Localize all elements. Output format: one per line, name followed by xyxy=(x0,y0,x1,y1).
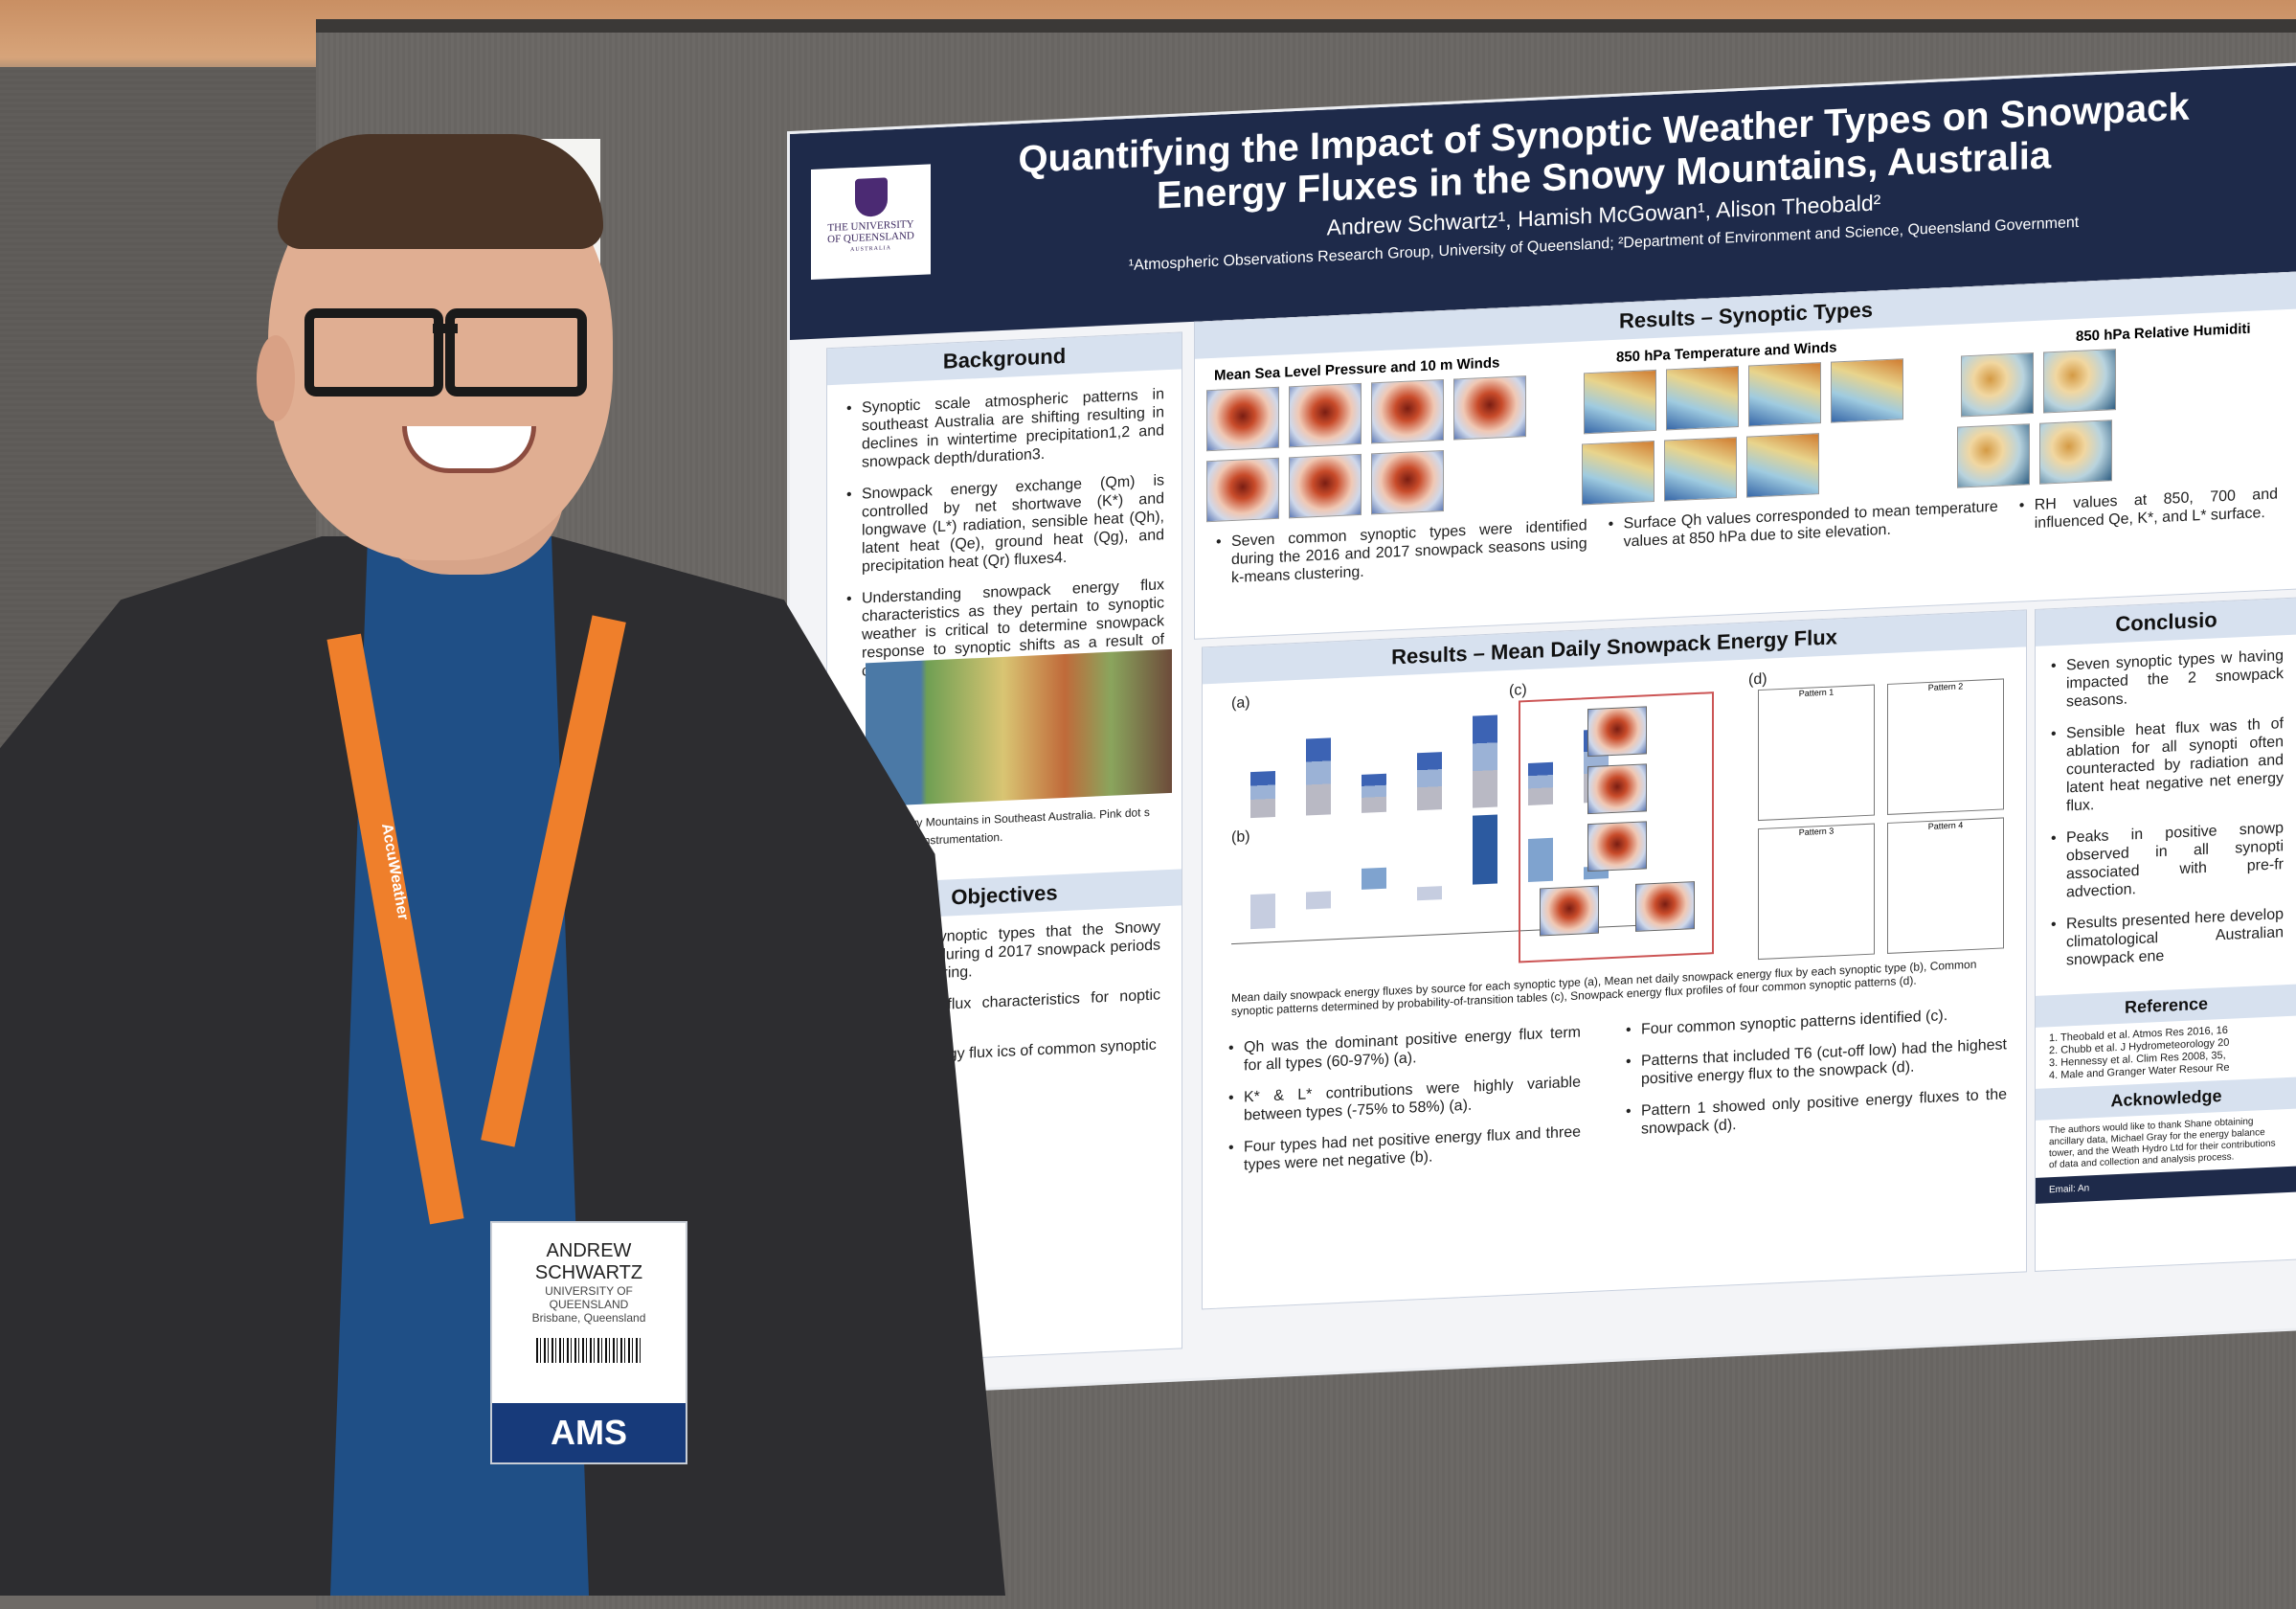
energy-bullet: Pattern 1 showed only positive energy fl… xyxy=(1624,1085,2007,1139)
badge-org-line: UNIVERSITY OF xyxy=(545,1284,633,1298)
background-bullet: Synoptic scale atmospheric patterns in s… xyxy=(844,385,1164,472)
mslp-map xyxy=(1289,453,1362,519)
synoptic-bullet: RH values at 850, 700 and influenced Qe,… xyxy=(2017,485,2278,551)
energy-bar xyxy=(1306,737,1331,816)
temperature-map xyxy=(1746,433,1819,498)
temperature-map xyxy=(1584,369,1656,435)
rh-map xyxy=(2043,349,2116,414)
energy-bullet: Four common synoptic patterns identified… xyxy=(1624,1004,2007,1039)
synoptic-bullet: Surface Qh values corresponded to mean t… xyxy=(1607,498,1998,571)
mslp-map xyxy=(1206,386,1279,452)
pattern-map xyxy=(1635,881,1695,932)
mslp-map xyxy=(1371,449,1444,515)
rh-map xyxy=(1961,352,2034,418)
figure-label-d: (d) xyxy=(1748,670,1767,689)
energy-left-bullets: Qh was the dominant positive energy flux… xyxy=(1227,1023,1581,1189)
badge-first-name: ANDREW xyxy=(546,1240,632,1261)
crest-icon xyxy=(854,177,888,217)
net-flux-bar xyxy=(1362,867,1386,890)
energy-flux-section: Results – Mean Daily Snowpack Energy Flu… xyxy=(1202,609,2027,1310)
energy-profile-chart: Pattern 3 xyxy=(1758,823,1875,961)
temperature-map xyxy=(1748,362,1821,427)
energy-bar xyxy=(1362,773,1386,813)
conclusion-bullet: Sensible heat flux was th of ablation fo… xyxy=(2049,714,2284,816)
conclusions-section: Conclusio Seven synoptic types w having … xyxy=(2035,597,2296,1272)
profile-title: Pattern 3 xyxy=(1798,826,1835,838)
pattern-map xyxy=(1540,885,1599,937)
conclusion-bullet: Seven synoptic types w having impacted t… xyxy=(2049,646,2284,712)
glasses-lens-right xyxy=(445,308,587,397)
badge-org-line: Brisbane, Queensland xyxy=(531,1311,646,1325)
badge-barcode xyxy=(536,1338,642,1363)
profile-title: Pattern 1 xyxy=(1798,687,1835,699)
energy-bar xyxy=(1417,752,1442,811)
energy-bullet: Patterns that included T6 (cut-off low) … xyxy=(1624,1035,2007,1089)
energy-bar xyxy=(1473,714,1497,808)
rh-map xyxy=(1957,423,2030,488)
energy-right-bullets: Four common synoptic patterns identified… xyxy=(1624,1004,2007,1152)
pattern-map xyxy=(1587,821,1647,872)
name-badge: ANDREW SCHWARTZ UNIVERSITY OF QUEENSLAND… xyxy=(490,1221,687,1464)
university-logo: THE UNIVERSITY OF QUEENSLAND AUSTRALIA xyxy=(811,164,931,281)
figure-label-b: (b) xyxy=(1231,828,1250,847)
energy-profile-chart: Pattern 2 xyxy=(1887,678,2004,815)
mslp-map xyxy=(1371,378,1444,444)
synoptic-types-section: Results – Synoptic Types Mean Sea Level … xyxy=(1194,271,2296,640)
rh-map xyxy=(2039,419,2112,485)
glasses-bridge xyxy=(433,324,458,333)
energy-bullet: K* & L* contributions were highly variab… xyxy=(1227,1073,1581,1125)
temperature-map xyxy=(1664,437,1737,502)
net-flux-bar xyxy=(1473,814,1497,885)
badge-last-name: SCHWARTZ xyxy=(534,1262,643,1283)
figure-label-c: (c) xyxy=(1509,682,1527,699)
temperature-map xyxy=(1831,358,1903,423)
glasses-lens-left xyxy=(304,308,443,397)
study-site-map-photo xyxy=(866,648,1172,807)
presenter-hair xyxy=(278,134,603,249)
pattern-map xyxy=(1587,763,1647,815)
badge-organization: UNIVERSITY OF QUEENSLAND Brisbane, Queen… xyxy=(492,1284,686,1325)
net-flux-bar xyxy=(1306,891,1331,910)
profile-title: Pattern 4 xyxy=(1927,820,1964,832)
net-flux-bar xyxy=(1417,886,1442,900)
pattern-map xyxy=(1587,706,1647,758)
temperature-map xyxy=(1582,440,1654,506)
conclusion-bullet: Results presented here develop climatolo… xyxy=(2049,905,2284,970)
conclusion-bullet: Peaks in positive snowp observed in all … xyxy=(2049,819,2284,902)
energy-bar xyxy=(1250,770,1275,819)
rh-panel-title: 850 hPa Relative Humiditi xyxy=(2076,320,2251,346)
badge-footer: AMS xyxy=(492,1403,686,1462)
temperature-map xyxy=(1666,365,1739,431)
background-bullet: Snowpack energy exchange (Qm) is control… xyxy=(844,471,1164,577)
net-flux-bar xyxy=(1250,893,1275,930)
conclusions-body: Seven synoptic types w having impacted t… xyxy=(2036,635,2296,996)
pattern-flow-diagram xyxy=(1519,691,1714,963)
profile-title: Pattern 2 xyxy=(1927,681,1964,693)
mslp-map xyxy=(1206,457,1279,523)
mslp-map xyxy=(1289,382,1362,448)
presenter-ear xyxy=(257,335,295,421)
mslp-map xyxy=(1453,375,1526,441)
badge-name: ANDREW SCHWARTZ xyxy=(492,1240,686,1284)
research-poster: THE UNIVERSITY OF QUEENSLAND AUSTRALIA Q… xyxy=(790,65,2296,1397)
energy-profile-chart: Pattern 4 xyxy=(1887,817,2004,954)
badge-org-line: QUEENSLAND xyxy=(549,1298,629,1311)
synoptic-bullet: Seven common synoptic types were identif… xyxy=(1214,516,1587,588)
presenter-smile xyxy=(402,426,536,473)
energy-profile-chart: Pattern 1 xyxy=(1758,684,1875,822)
energy-bullet: Four types had net positive energy flux … xyxy=(1227,1122,1581,1175)
energy-bullet: Qh was the dominant positive energy flux… xyxy=(1227,1023,1581,1076)
